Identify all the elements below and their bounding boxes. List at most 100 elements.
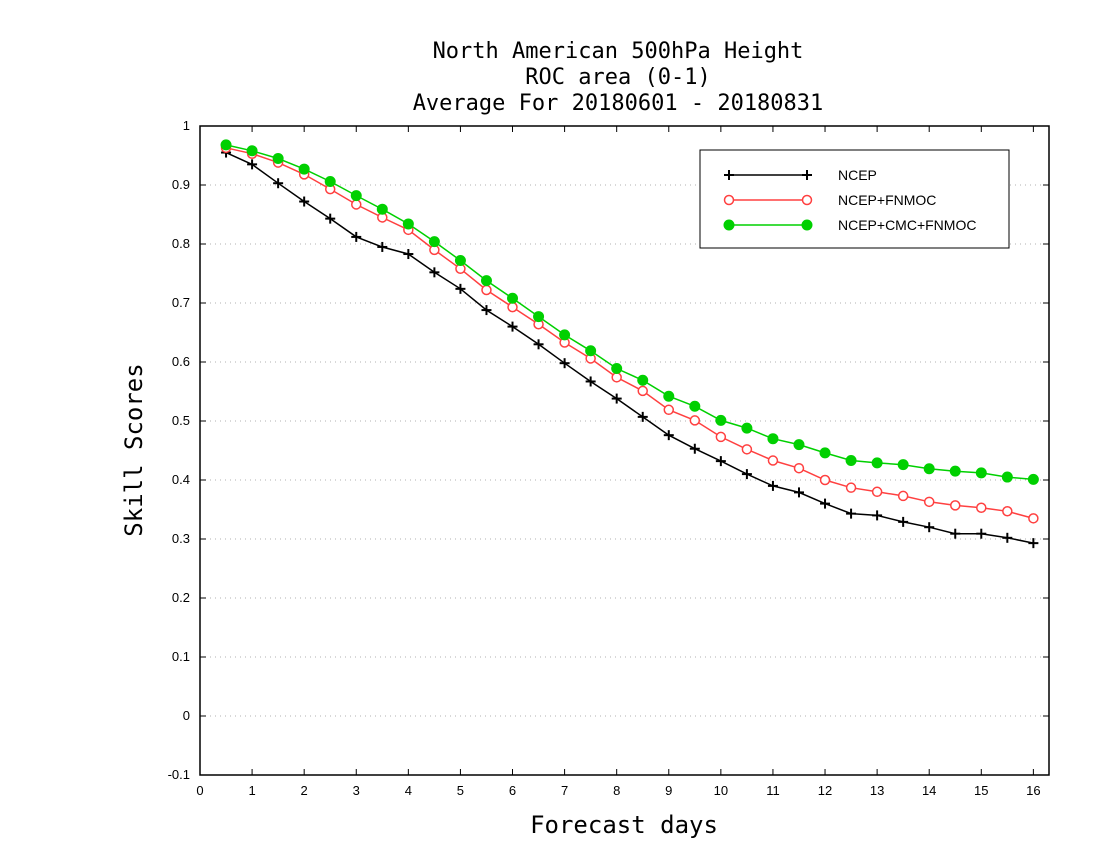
legend-entry: NCEP bbox=[724, 167, 877, 183]
data-point bbox=[715, 431, 727, 443]
data-point bbox=[949, 500, 961, 511]
data-point bbox=[1001, 471, 1013, 483]
legend-marker bbox=[724, 170, 734, 180]
data-point bbox=[611, 372, 622, 383]
data-point bbox=[949, 465, 961, 477]
title-line-1: North American 500hPa Height bbox=[433, 39, 804, 64]
data-point bbox=[793, 439, 805, 451]
data-point bbox=[351, 199, 362, 210]
data-point bbox=[1027, 473, 1039, 485]
data-point bbox=[298, 163, 310, 175]
y-tick-label: -0.1 bbox=[168, 767, 190, 782]
data-point bbox=[715, 414, 727, 426]
legend-label: NCEP+FNMOC bbox=[838, 192, 936, 208]
x-tick-label: 8 bbox=[613, 783, 620, 798]
axes: -0.100.10.20.30.40.50.60.70.80.910 1 2 3 4 5 6… bbox=[168, 118, 1049, 798]
data-point bbox=[1002, 506, 1013, 517]
data-point bbox=[923, 463, 935, 475]
data-point bbox=[454, 255, 466, 267]
data-point bbox=[507, 301, 518, 313]
data-point bbox=[272, 152, 284, 164]
legend-marker bbox=[723, 194, 735, 206]
legend-marker bbox=[802, 170, 812, 180]
x-tick-label: 9 bbox=[665, 783, 672, 798]
data-point bbox=[1002, 532, 1013, 543]
data-point bbox=[247, 159, 258, 170]
data-point bbox=[741, 469, 752, 480]
series-ncep bbox=[221, 147, 1039, 549]
series-line bbox=[225, 151, 1034, 544]
data-point bbox=[845, 482, 857, 493]
data-point bbox=[377, 241, 388, 252]
legend-entry: NCEP+CMC+FNMOC bbox=[723, 217, 976, 233]
x-tick-label: 12 bbox=[818, 783, 832, 798]
data-point bbox=[559, 329, 571, 341]
gridlines bbox=[200, 184, 1049, 717]
data-point bbox=[246, 145, 258, 157]
data-point bbox=[767, 455, 779, 466]
data-point bbox=[507, 321, 518, 332]
legend-marker bbox=[801, 194, 813, 206]
data-point bbox=[898, 516, 909, 527]
data-point bbox=[481, 305, 492, 316]
data-point bbox=[428, 236, 440, 248]
data-point bbox=[533, 311, 545, 323]
data-point bbox=[611, 393, 622, 404]
x-tick-label: 5 bbox=[457, 783, 464, 798]
data-point bbox=[689, 415, 701, 426]
data-point bbox=[871, 457, 883, 469]
data-point bbox=[663, 390, 675, 402]
data-point bbox=[975, 467, 987, 479]
x-tick-label: 7 bbox=[561, 783, 568, 798]
data-point bbox=[819, 474, 831, 486]
data-point bbox=[663, 430, 674, 441]
data-point bbox=[455, 283, 466, 294]
data-point bbox=[923, 496, 935, 508]
data-point bbox=[559, 358, 570, 369]
data-point bbox=[585, 376, 596, 387]
data-point bbox=[637, 411, 648, 422]
legend-marker bbox=[801, 219, 813, 231]
data-point bbox=[872, 510, 883, 521]
x-tick-label: 15 bbox=[974, 783, 988, 798]
y-tick-label: 0.4 bbox=[172, 472, 190, 487]
data-point bbox=[1028, 538, 1039, 549]
data-point bbox=[220, 139, 232, 151]
y-tick-label: 0.3 bbox=[172, 531, 190, 546]
data-point bbox=[741, 422, 753, 434]
y-axis-label: Skill Scores bbox=[120, 363, 148, 536]
legend-label: NCEP+CMC+FNMOC bbox=[838, 217, 976, 233]
legend-box bbox=[699, 149, 1010, 249]
data-point bbox=[897, 459, 909, 471]
y-tick-label: 1 bbox=[183, 118, 190, 133]
data-point bbox=[820, 498, 831, 509]
data-point bbox=[897, 490, 909, 502]
data-point bbox=[429, 267, 440, 278]
x-tick-label: 0 bbox=[196, 783, 203, 798]
data-point bbox=[611, 362, 623, 374]
y-tick-label: 0.5 bbox=[172, 413, 190, 428]
legend-marker bbox=[723, 219, 735, 231]
plot-frame bbox=[199, 125, 1050, 776]
data-point bbox=[299, 196, 310, 207]
x-axis-label: Forecast days bbox=[530, 811, 718, 839]
data-point bbox=[846, 508, 857, 519]
data-point bbox=[767, 433, 779, 445]
x-tick-label: 4 bbox=[405, 783, 412, 798]
y-tick-label: 0 bbox=[183, 708, 190, 723]
data-point bbox=[871, 486, 883, 498]
data-point bbox=[533, 339, 544, 350]
x-tick-label: 2 bbox=[301, 783, 308, 798]
x-tick-label: 11 bbox=[766, 783, 780, 798]
data-point bbox=[976, 528, 987, 539]
x-tick-label: 3 bbox=[353, 783, 360, 798]
legend-entry: NCEP+FNMOC bbox=[723, 192, 936, 208]
data-point bbox=[637, 374, 649, 386]
title-line-2: ROC area (0-1) bbox=[525, 65, 710, 90]
data-point bbox=[689, 400, 701, 412]
data-point bbox=[819, 447, 831, 459]
data-point bbox=[715, 456, 726, 467]
title-line-3: Average For 20180601 - 20180831 bbox=[413, 91, 824, 116]
data-point bbox=[663, 404, 675, 416]
